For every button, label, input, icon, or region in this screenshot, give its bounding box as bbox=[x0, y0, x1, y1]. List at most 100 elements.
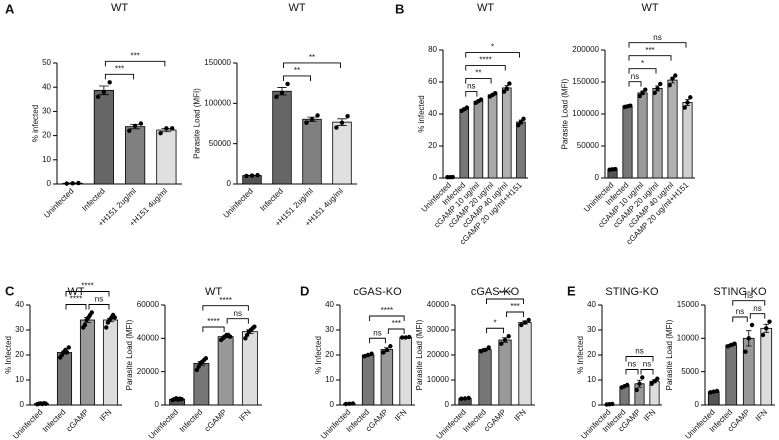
bar bbox=[760, 327, 773, 406]
significance-bracket bbox=[465, 52, 520, 58]
data-point bbox=[628, 103, 633, 108]
y-tick-label: 40000 bbox=[427, 300, 450, 309]
data-point bbox=[667, 83, 672, 88]
y-axis-label: Parasite Load (MFI) bbox=[665, 319, 674, 390]
y-tick-label: 0 bbox=[47, 179, 52, 188]
data-point bbox=[347, 401, 352, 406]
data-point bbox=[462, 396, 468, 401]
y-tick-label: 200000 bbox=[572, 45, 599, 54]
y-axis-label: % Infected bbox=[576, 336, 585, 374]
significance-bracket bbox=[628, 55, 672, 61]
y-tick-label: 10 bbox=[15, 375, 24, 384]
data-point bbox=[255, 172, 260, 178]
significance-bracket bbox=[625, 356, 654, 362]
data-point bbox=[522, 320, 528, 325]
y-tick-label: 0 bbox=[330, 400, 335, 409]
data-point bbox=[640, 90, 645, 96]
y-tick-label: 0 bbox=[20, 400, 25, 409]
data-point bbox=[127, 128, 132, 133]
x-tick-label: IFN bbox=[98, 407, 114, 423]
significance-label: ** bbox=[294, 66, 300, 75]
data-point bbox=[101, 89, 107, 95]
significance-bracket bbox=[369, 337, 386, 344]
x-tick-label: Uninfected bbox=[221, 187, 254, 220]
bar bbox=[725, 344, 738, 406]
significance-label: ns bbox=[635, 347, 643, 356]
data-point bbox=[685, 100, 690, 105]
data-point bbox=[507, 81, 512, 86]
significance-bracket bbox=[628, 81, 642, 87]
significance-bracket bbox=[104, 60, 166, 67]
bar bbox=[241, 331, 258, 406]
bar bbox=[217, 336, 234, 406]
data-point bbox=[334, 125, 339, 130]
significance-bracket bbox=[628, 42, 687, 48]
panel-label: E bbox=[567, 283, 576, 298]
y-tick-label: 50000 bbox=[577, 141, 600, 150]
y-tick-label: 20 bbox=[42, 131, 51, 140]
data-point bbox=[82, 322, 88, 328]
significance-label: * bbox=[641, 59, 644, 68]
significance-label: ns bbox=[95, 295, 103, 304]
significance-label: **** bbox=[70, 295, 82, 304]
data-point bbox=[746, 336, 751, 341]
data-point bbox=[714, 388, 720, 394]
data-point bbox=[682, 105, 687, 110]
y-tick-label: 150000 bbox=[204, 58, 231, 67]
data-point bbox=[304, 120, 309, 125]
x-tick-label: IFN bbox=[512, 407, 528, 423]
x-tick-label: IFN bbox=[237, 407, 253, 423]
data-point bbox=[274, 94, 279, 100]
chart-title: WT bbox=[477, 2, 494, 14]
data-point bbox=[464, 105, 470, 110]
y-tick-label: 150000 bbox=[572, 77, 599, 86]
data-point bbox=[521, 116, 526, 122]
significance-label: *** bbox=[115, 64, 124, 73]
bar bbox=[478, 349, 492, 406]
data-point bbox=[518, 119, 524, 125]
data-point bbox=[406, 334, 412, 340]
data-point bbox=[688, 95, 693, 100]
significance-label: ** bbox=[475, 69, 481, 78]
y-tick-label: 30 bbox=[587, 325, 596, 334]
data-point bbox=[164, 126, 169, 131]
data-point bbox=[652, 90, 657, 96]
y-tick-label: 0 bbox=[445, 400, 450, 409]
y-tick-label: 100000 bbox=[572, 109, 599, 118]
data-point bbox=[381, 350, 386, 355]
data-point bbox=[403, 335, 408, 340]
data-point bbox=[107, 80, 112, 85]
significance-bracket bbox=[88, 304, 110, 310]
significance-label: ** bbox=[309, 53, 315, 62]
data-point bbox=[767, 319, 772, 324]
bar bbox=[516, 121, 526, 179]
y-tick-label: 0 bbox=[592, 400, 597, 409]
x-tick-label: Uninfected bbox=[11, 408, 44, 440]
data-point bbox=[194, 367, 200, 373]
y-tick-label: 10000 bbox=[677, 333, 700, 342]
data-point bbox=[95, 94, 101, 100]
x-tick-label: Infected bbox=[178, 408, 204, 434]
data-point bbox=[613, 166, 618, 172]
significance-bracket bbox=[732, 300, 766, 306]
bar bbox=[501, 87, 512, 179]
y-tick-label: 80 bbox=[428, 45, 437, 54]
y-tick-label: 20 bbox=[587, 350, 596, 359]
data-point bbox=[70, 181, 75, 186]
bar bbox=[518, 322, 532, 406]
chart-title: cGAS-KO bbox=[471, 286, 520, 298]
data-point bbox=[339, 120, 345, 125]
y-tick-label: 50000 bbox=[209, 139, 232, 148]
bar bbox=[667, 79, 678, 179]
data-point bbox=[158, 130, 163, 136]
significance-bracket bbox=[732, 316, 748, 322]
significance-bracket bbox=[465, 65, 506, 71]
data-point bbox=[743, 349, 748, 354]
bar bbox=[380, 349, 394, 406]
y-tick-label: 30000 bbox=[427, 325, 450, 334]
data-point bbox=[760, 332, 766, 338]
y-tick-label: 30 bbox=[325, 325, 334, 334]
data-point bbox=[169, 126, 175, 131]
y-tick-label: 100000 bbox=[204, 98, 231, 107]
